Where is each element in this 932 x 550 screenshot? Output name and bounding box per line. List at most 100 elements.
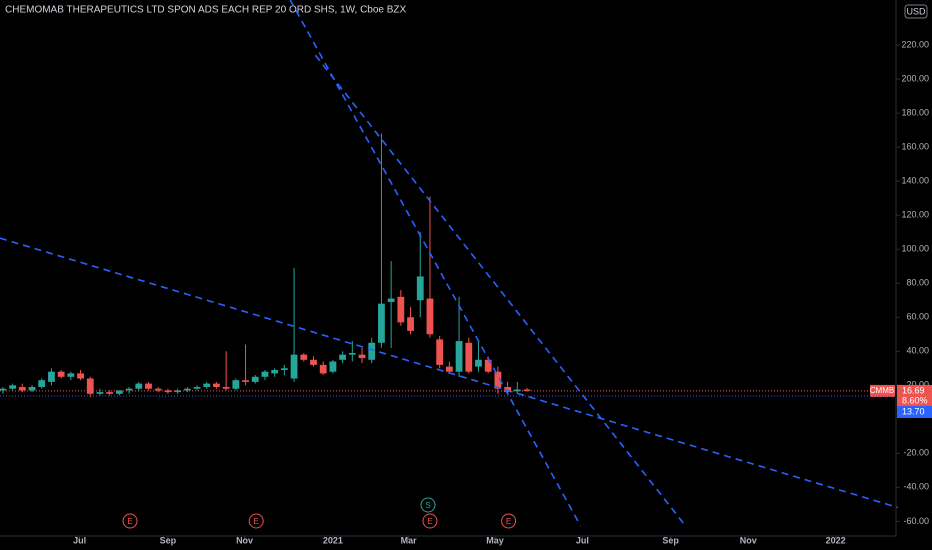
- trend-line: [289, 0, 582, 526]
- x-tick-label: 2021: [323, 535, 343, 545]
- candle-body: [145, 383, 152, 389]
- event-marker: [420, 497, 436, 513]
- event-marker: [122, 513, 138, 529]
- price-change: 8.60%: [902, 395, 928, 405]
- candle-body: [319, 364, 327, 374]
- x-tick-label: Sep: [662, 535, 679, 545]
- symbol-label: CMMB: [870, 386, 894, 395]
- candle-body: [28, 387, 36, 391]
- x-tick-label: Nov: [740, 535, 757, 545]
- candle-body: [339, 354, 347, 360]
- y-tick-label: 60.00: [906, 312, 929, 322]
- y-tick-label: -60.00: [903, 516, 929, 526]
- y-tick-label: -20.00: [903, 448, 929, 458]
- symbol-tag: [870, 384, 895, 397]
- event-label: E: [427, 517, 432, 526]
- candle-body: [115, 390, 123, 394]
- candle-body: [125, 388, 133, 391]
- candle-body: [38, 380, 46, 388]
- candle-body: [378, 303, 385, 343]
- candle-body: [135, 383, 143, 389]
- candle-body: [203, 383, 211, 388]
- y-tick-label: 80.00: [906, 278, 929, 288]
- candle-body: [358, 354, 366, 359]
- candle-body: [416, 276, 424, 301]
- candle-body: [96, 392, 104, 394]
- candle-body: [213, 383, 220, 388]
- x-tick-label: Nov: [236, 535, 253, 545]
- candle-body: [251, 376, 259, 382]
- event-label: S: [425, 501, 430, 510]
- y-tick-label: 100.00: [901, 244, 929, 254]
- y-tick-label: -40.00: [903, 482, 929, 492]
- currency-box[interactable]: [904, 4, 928, 19]
- candle-body: [67, 373, 75, 377]
- y-tick-label: 160.00: [901, 142, 929, 152]
- candle-body: [348, 352, 356, 355]
- candle-body: [504, 387, 511, 393]
- candle-body: [290, 354, 298, 379]
- candle-body: [445, 366, 453, 372]
- candle-body: [523, 389, 531, 391]
- candle-body: [106, 392, 114, 394]
- candle-body: [242, 380, 249, 382]
- candle-body: [426, 298, 434, 335]
- candle-body: [436, 339, 444, 365]
- event-label: E: [127, 517, 132, 526]
- candle-body: [18, 387, 26, 391]
- candle-body: [77, 373, 84, 379]
- candle-body: [387, 298, 395, 302]
- candle-body: [86, 378, 94, 394]
- y-tick-label: 220.00: [901, 39, 929, 49]
- event-label: E: [506, 517, 511, 526]
- event-marker: [248, 513, 264, 529]
- x-tick-label: 2022: [826, 535, 846, 545]
- event-marker: [422, 513, 438, 529]
- candle-body: [222, 387, 230, 389]
- x-tick-label: Sep: [160, 535, 177, 545]
- candle-body: [513, 389, 521, 392]
- candle-body: [183, 388, 191, 391]
- candle-body: [48, 371, 55, 382]
- x-tick-label: Jul: [73, 535, 86, 545]
- candle-body: [368, 342, 376, 360]
- x-tick-label: Mar: [401, 535, 418, 545]
- y-tick-label: 40.00: [906, 346, 929, 356]
- candle-body: [300, 354, 308, 360]
- candle-body: [310, 359, 317, 365]
- candle-body: [280, 368, 288, 370]
- trend-line: [314, 54, 686, 526]
- price-last: 16.69: [902, 385, 925, 395]
- event-label: E: [254, 517, 259, 526]
- y-tick-label: 140.00: [901, 176, 929, 186]
- candle-body: [9, 385, 17, 389]
- marker-label: 13.70: [902, 406, 925, 416]
- y-tick-label: 20.00: [906, 380, 929, 390]
- trend-line: [0, 237, 898, 509]
- candle-body: [494, 371, 502, 389]
- marker-tag: [897, 406, 932, 419]
- event-marker: [501, 513, 517, 529]
- candle-body: [407, 317, 414, 331]
- candle-body: [57, 371, 65, 377]
- candle-body: [261, 371, 269, 377]
- candle-body: [475, 359, 482, 367]
- x-tick-label: Jul: [576, 535, 589, 545]
- candle-body: [271, 369, 279, 374]
- candle-body: [397, 296, 405, 323]
- currency[interactable]: USD: [906, 6, 926, 16]
- x-tick-label: May: [486, 535, 504, 545]
- candle-body: [232, 380, 240, 389]
- candle-body: [465, 342, 473, 372]
- y-tick-label: 180.00: [901, 107, 929, 117]
- candle-body: [0, 388, 7, 391]
- y-tick-label: 120.00: [901, 210, 929, 220]
- candle-body: [193, 387, 201, 389]
- y-tick-label: 200.00: [901, 73, 929, 83]
- candle-body: [329, 361, 337, 372]
- candle-body: [154, 388, 162, 391]
- candle-body: [455, 341, 463, 372]
